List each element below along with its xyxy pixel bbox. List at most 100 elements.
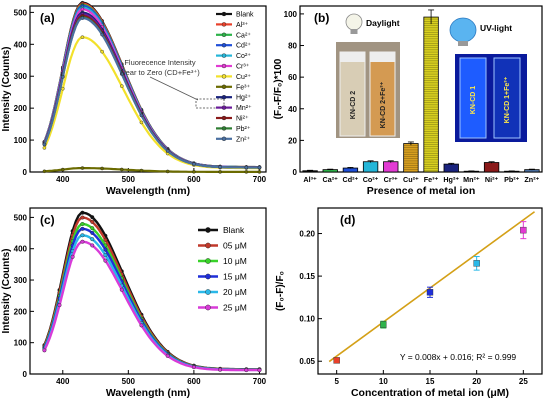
y-tick-label: 0.05 (299, 357, 315, 366)
series-line-10 (43, 14, 260, 169)
x-tick-label: 15 (426, 377, 435, 386)
legend-marker (221, 74, 227, 79)
legend-marker (221, 84, 227, 90)
vial-uv-fe (493, 57, 521, 139)
vial-label: KN-CD 1 (470, 86, 477, 114)
y-axis-label: (F₀-F)/F₀ (275, 271, 286, 311)
annotation-line-2: Near to Zero (CD+Fe³⁺) (120, 68, 200, 77)
y-tick-label: 0 (23, 370, 28, 379)
bulb-icon (345, 13, 363, 31)
vial-clear (339, 51, 366, 137)
legend-entry: 15 μM (223, 272, 247, 282)
vial-label: KN-CD 2+Fe³⁺ (380, 81, 387, 128)
series-point (80, 16, 85, 20)
x-tick-label: 600 (187, 175, 201, 184)
series-point (103, 258, 108, 263)
y-tick-label: 300 (14, 72, 28, 81)
fit-line (328, 211, 536, 363)
vial-fe (369, 51, 396, 137)
legend-entry: Zn²⁺ (236, 136, 251, 143)
series-point (192, 169, 196, 174)
series-point (80, 226, 85, 231)
legend-entry: Cr³⁺ (236, 64, 250, 71)
inset-title-daylight: Daylight (366, 18, 400, 28)
y-tick-label: 0 (23, 168, 28, 177)
series-point (218, 170, 222, 174)
legend-marker (221, 22, 227, 27)
y-tick-label: 0 (293, 168, 298, 177)
bulb-base (350, 29, 358, 34)
bar (383, 161, 399, 173)
series-point (244, 368, 249, 373)
series-point (90, 215, 95, 220)
series-point (103, 253, 108, 258)
x-axis-label: Wavelength (nm) (106, 387, 190, 399)
vial-cap (370, 52, 395, 62)
x-tick-label: 10 (379, 377, 388, 386)
series-point (257, 368, 262, 373)
series-point (192, 162, 196, 166)
category-label: Co²⁺ (363, 175, 379, 184)
series-line-7 (44, 167, 260, 173)
vial-uv (459, 57, 487, 139)
legend-marker (221, 53, 227, 58)
legend-entry: Al³⁺ (236, 22, 249, 29)
legend-marker (221, 63, 227, 69)
plot-frame (29, 5, 267, 173)
plot-frame (29, 207, 267, 375)
series-point (90, 243, 95, 248)
category-label: Zn²⁺ (524, 175, 539, 184)
y-tick-label: 500 (14, 8, 28, 17)
series-point (100, 32, 104, 37)
legend-marker (221, 43, 227, 48)
series-point (165, 353, 170, 358)
series-line-5 (43, 240, 260, 372)
y-tick-label: 100 (14, 136, 28, 145)
category-label: Ca²⁺ (323, 175, 339, 184)
y-tick-label: 400 (14, 245, 28, 254)
panel-a: 0 100 200 300 400 500 400 500 600 700 Wavelength (… (1, 0, 267, 197)
vial-label: KN-CD 1+Fe³⁺ (504, 76, 511, 123)
data-point (333, 357, 340, 364)
series-point (80, 35, 85, 39)
y-tick-label: 200 (14, 307, 28, 316)
annotation-line-1: Fluorecence Intensity (124, 58, 196, 67)
panel-label: (c) (40, 213, 55, 227)
series-point (42, 146, 47, 150)
category-label: Al³⁺ (303, 175, 317, 184)
fit-equation: Y = 0.008x + 0.016; R² = 0.999 (400, 352, 517, 362)
category-label: Cd²⁺ (343, 175, 359, 184)
x-tick-label: 25 (519, 377, 528, 386)
legend-entry: Co²⁺ (236, 53, 251, 60)
bar (483, 162, 500, 173)
annotation-arrow (149, 76, 199, 101)
y-tick-label: 0.10 (299, 315, 315, 324)
y-tick-label: 0.20 (299, 230, 315, 239)
series-point (100, 166, 104, 171)
category-label: Ni²⁺ (485, 175, 499, 184)
legend-entry: Cu²⁺ (236, 74, 251, 81)
series-point (80, 233, 85, 238)
panel-label: (b) (314, 11, 329, 25)
series-point (103, 247, 108, 252)
legend-marker (221, 115, 227, 121)
x-tick-label: 400 (56, 175, 70, 184)
legend-entry: Blank (236, 12, 254, 19)
series-point (42, 142, 47, 147)
series-point (165, 169, 170, 174)
legend-marker (221, 32, 227, 37)
series-point (103, 237, 108, 242)
y-tick-label: 500 (14, 213, 28, 222)
series-point (80, 166, 85, 170)
legend-marker (205, 304, 211, 311)
series-point (80, 239, 85, 244)
legend-entry: Fe³⁺ (236, 84, 251, 91)
category-label: Hg²⁺ (443, 175, 459, 184)
y-axis-label: Intensity (Counts) (1, 47, 12, 132)
x-tick-label: 5 (334, 377, 339, 386)
category-label: Pb²⁺ (504, 175, 520, 184)
vial-label: KN-CD 2 (350, 91, 357, 119)
legend-marker (205, 273, 211, 280)
series-point (218, 165, 222, 169)
panel-d: 0.05 0.10 0.15 0.20 5 10 15 20 25 Concentration o… (275, 207, 543, 399)
